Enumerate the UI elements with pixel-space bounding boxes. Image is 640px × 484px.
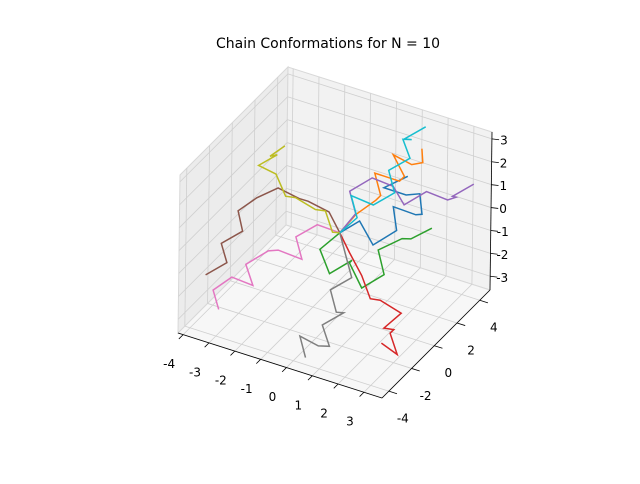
y-tick-label: 4 — [490, 321, 498, 335]
grid-line — [445, 118, 449, 277]
grid-line — [342, 85, 346, 244]
z-tick — [490, 252, 498, 255]
grid-line — [363, 283, 473, 393]
y-tick-label: -2 — [420, 389, 432, 403]
z-tick-label: -3 — [496, 271, 508, 285]
grid-line — [287, 73, 493, 140]
grid-line — [229, 122, 233, 281]
grid-line — [179, 96, 288, 206]
grid-line — [179, 73, 289, 183]
y-tick — [388, 390, 398, 395]
y-tick-label: 0 — [444, 366, 452, 380]
grid-line — [177, 210, 287, 320]
z-tick-label: 1 — [500, 179, 508, 193]
grid-line — [311, 267, 421, 377]
z-tick — [490, 207, 499, 209]
grid-line — [179, 119, 288, 228]
grid-line — [260, 251, 369, 360]
x-tick — [204, 342, 210, 348]
x-tick-label: 2 — [320, 407, 328, 421]
y-tick-label: 2 — [467, 343, 475, 357]
grid-line — [207, 145, 210, 304]
grid-line — [287, 119, 492, 186]
y-axis — [381, 289, 491, 399]
grid-line — [184, 325, 389, 392]
z-tick-label: 2 — [500, 156, 508, 170]
x-tick — [307, 375, 313, 381]
chain-line — [319, 227, 433, 290]
z-tick — [491, 184, 499, 186]
grid-line — [286, 210, 491, 277]
chain-line — [212, 223, 341, 310]
grid-line — [286, 259, 395, 368]
z-tick-label: 0 — [499, 202, 507, 216]
y-tick — [479, 299, 489, 304]
grid-line — [368, 93, 372, 252]
x-tick-label: -4 — [163, 357, 175, 371]
y-tick — [411, 368, 420, 372]
grid-line — [252, 257, 458, 324]
y-tick — [434, 345, 443, 349]
grid-line — [316, 76, 320, 235]
x-tick — [359, 391, 365, 397]
grid-line — [290, 68, 294, 227]
x-tick — [333, 383, 339, 389]
chain-line — [339, 126, 427, 234]
grid-line — [207, 303, 412, 369]
x-tick-label: 3 — [346, 415, 354, 429]
chain-line — [339, 148, 424, 234]
z-tick-label: -1 — [497, 225, 509, 239]
grid-line — [208, 234, 318, 344]
grid-line — [182, 226, 292, 335]
grid-line — [252, 99, 256, 258]
chain-line — [205, 187, 341, 276]
y-tick-label: -4 — [397, 412, 409, 426]
x-tick — [281, 367, 287, 373]
x-tick — [230, 350, 236, 356]
x-tick-label: -1 — [241, 382, 253, 396]
grid-line — [286, 165, 491, 231]
z-tick — [491, 161, 499, 164]
z-tick-label: -2 — [496, 248, 508, 262]
x-tick-label: -3 — [189, 365, 201, 379]
z-tick — [490, 230, 499, 232]
chain-line — [298, 232, 353, 358]
grid-line — [178, 165, 288, 274]
chain-line — [339, 175, 423, 247]
z-tick — [490, 275, 498, 278]
grid-line — [287, 96, 492, 163]
grid-line — [178, 142, 288, 251]
x-axis — [177, 332, 383, 399]
y-tick — [456, 322, 466, 326]
x-tick-label: 1 — [294, 398, 302, 412]
chain-line — [339, 232, 403, 357]
grid-line — [230, 280, 435, 347]
grid-line — [286, 187, 491, 254]
grid-line — [419, 109, 423, 268]
grid-line — [471, 126, 475, 285]
grid-line — [275, 77, 279, 236]
z-tick-label: 3 — [500, 133, 508, 147]
x-tick — [178, 334, 184, 340]
chart-title: Chain Conformations for N = 10 — [216, 36, 440, 52]
grid-line — [178, 188, 287, 297]
x-tick — [256, 359, 261, 364]
z-tick — [491, 138, 500, 141]
grid-line — [184, 168, 188, 327]
x-tick-label: 0 — [269, 390, 277, 404]
chain-line — [257, 145, 340, 234]
grid-line — [275, 234, 480, 301]
z-axis — [489, 131, 493, 291]
x-tick-label: -2 — [215, 374, 227, 388]
